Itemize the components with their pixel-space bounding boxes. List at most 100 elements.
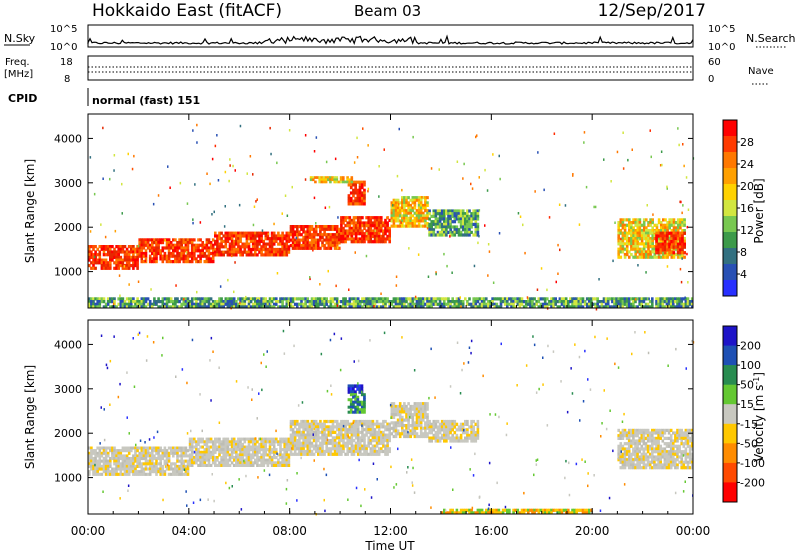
scatter-cell: [314, 197, 316, 200]
scatter-cell: [645, 271, 647, 274]
scatter-cell: [167, 165, 169, 168]
scatter-cell: [316, 136, 318, 139]
scatter-cell: [276, 162, 278, 165]
scatter-cell: [374, 229, 376, 232]
data-cell: [212, 260, 215, 263]
data-cell: [363, 202, 366, 205]
data-cell: [363, 183, 366, 186]
colorbar-swatch: [723, 136, 737, 153]
data-cell: [407, 402, 410, 405]
scatter-cell: [686, 253, 688, 256]
scatter-cell: [557, 244, 559, 247]
data-cell: [233, 438, 236, 441]
scatter-cell: [192, 218, 194, 221]
scatter-cell: [214, 211, 216, 214]
date-title: 12/Sep/2017: [598, 1, 706, 21]
scatter-cell: [282, 212, 284, 215]
scatter-cell: [145, 260, 147, 263]
scatter-cell: [647, 204, 649, 207]
data-cell: [149, 473, 152, 476]
data-cell: [201, 438, 204, 441]
scatter-cell: [305, 178, 307, 181]
scatter-cell: [289, 129, 291, 132]
data-cell: [155, 473, 158, 476]
scatter-cell: [373, 305, 375, 308]
scatter-cell: [102, 127, 104, 130]
scatter-cell: [489, 250, 491, 253]
scatter-cell: [89, 253, 91, 256]
scatter-cell: [476, 134, 478, 137]
scatter-cell: [524, 252, 526, 255]
scatter-cell: [627, 159, 629, 162]
data-cell: [683, 232, 686, 235]
colorbar-swatch: [723, 168, 737, 185]
scatter-cell: [648, 298, 650, 301]
cpid-label: CPID: [8, 92, 37, 105]
colorbar-tick-label: 28: [740, 136, 754, 149]
scatter-cell: [367, 144, 369, 147]
scatter-cell: [487, 274, 489, 277]
scatter-cell: [400, 221, 402, 224]
scatter-cell: [549, 216, 551, 219]
scatter-cell: [252, 173, 254, 176]
scatter-cell: [268, 233, 270, 236]
scatter-cell: [194, 183, 196, 186]
scatter-cell: [632, 149, 634, 152]
data-cell: [361, 216, 364, 219]
data-cell: [288, 251, 291, 254]
ytick-label: 1000: [54, 266, 82, 279]
scatter-cell: [354, 161, 356, 164]
scatter-cell: [543, 189, 545, 192]
scatter-cell: [499, 232, 501, 235]
scatter-cell: [408, 247, 410, 250]
scatter-cell: [652, 213, 654, 216]
data-cell: [187, 473, 190, 476]
data-cell: [323, 453, 326, 456]
data-cell: [216, 459, 219, 462]
data-cell: [393, 402, 396, 405]
nsearch-tick-bottom: 10^0: [708, 42, 735, 53]
scatter-cell: [229, 158, 231, 161]
scatter-cell: [681, 212, 683, 215]
data-cell: [187, 246, 190, 249]
scatter-cell: [493, 282, 495, 285]
scatter-cell: [337, 216, 339, 219]
scatter-cell: [262, 229, 264, 232]
scatter-cell: [620, 238, 622, 241]
scatter-cell: [312, 249, 314, 252]
power-ylabel: Slant Range [km]: [23, 159, 37, 263]
colorbar-swatch: [723, 280, 737, 297]
data-cell: [101, 473, 104, 476]
scatter-cell: [212, 158, 214, 161]
scatter-cell: [484, 224, 486, 227]
scatter-cell: [337, 246, 339, 249]
scatter-cell: [678, 144, 680, 147]
data-cell: [620, 256, 623, 259]
scatter-cell: [397, 175, 399, 178]
scatter-cell: [415, 296, 417, 299]
data-cell: [348, 183, 351, 186]
scatter-cell: [677, 127, 679, 130]
freq-panel: [88, 56, 693, 80]
scatter-cell: [231, 255, 233, 258]
data-cell: [193, 238, 196, 241]
scatter-cell: [680, 268, 682, 271]
scatter-cell: [325, 207, 327, 210]
scatter-cell: [472, 187, 474, 190]
scatter-cell: [314, 150, 316, 153]
scatter-cell: [155, 302, 157, 305]
data-cell: [468, 297, 471, 300]
scatter-cell: [235, 169, 237, 172]
scatter-cell: [650, 129, 652, 132]
scatter-cell: [686, 176, 688, 179]
scatter-cell: [187, 202, 189, 205]
scatter-cell: [348, 289, 350, 292]
scatter-cell: [153, 203, 155, 206]
scatter-cell: [122, 212, 124, 215]
scatter-cell: [583, 141, 585, 144]
scatter-cell: [579, 223, 581, 226]
power-data-layer: [88, 124, 694, 311]
